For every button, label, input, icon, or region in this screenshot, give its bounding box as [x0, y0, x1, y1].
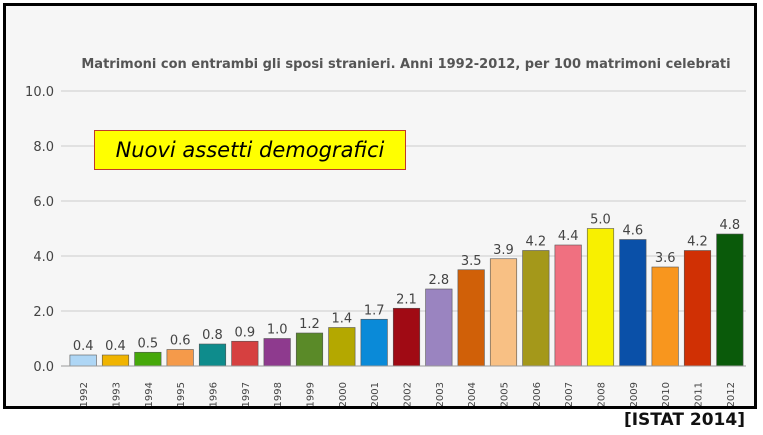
bar-chart: Matrimoni con entrambi gli sposi stranie… [25, 57, 746, 406]
bar-2005 [489, 258, 518, 367]
bar-2011 [683, 250, 712, 367]
x-tick-label: 2000 [338, 382, 349, 406]
x-tick-label: 2006 [532, 382, 543, 406]
y-tick-label: 8.0 [33, 140, 54, 155]
data-label: 0.8 [202, 328, 223, 343]
data-label: 5.0 [590, 213, 611, 228]
x-tick-label: 2012 [726, 382, 737, 406]
x-tick-label: 1995 [176, 382, 187, 406]
data-label: 2.8 [428, 273, 449, 288]
data-label: 1.7 [364, 303, 385, 318]
bar-1995 [166, 349, 194, 367]
bar-2006 [522, 250, 550, 367]
bar-1993 [101, 354, 130, 367]
data-label: 4.2 [525, 235, 546, 250]
bar-1997 [231, 340, 259, 367]
x-tick-label: 2003 [435, 382, 446, 406]
bar-2002 [392, 307, 421, 367]
bar-1992 [69, 354, 97, 367]
x-tick-label: 1994 [144, 382, 155, 406]
chart-title: Matrimoni con entrambi gli sposi stranie… [81, 57, 730, 72]
data-labels: 0.4 0.4 0.5 0.6 0.8 0.9 1.0 1.2 1.4 1.7 2.1 2.8 3.5 3… [73, 213, 740, 355]
data-label: 4.6 [622, 224, 643, 239]
x-tick-label: 1999 [306, 382, 317, 406]
bar-1996 [198, 343, 227, 367]
bar-1999 [295, 332, 324, 367]
y-tick-label: 4.0 [33, 250, 54, 265]
x-tick-label: 2010 [661, 382, 672, 406]
data-label: 0.4 [73, 339, 94, 354]
x-tick-label: 1993 [112, 382, 123, 406]
bar-1994 [134, 351, 162, 367]
x-tick-label: 1996 [209, 382, 220, 406]
x-axis: 1992 1993 1994 1995 1996 1997 1998 1999 2000 2001… [61, 365, 746, 406]
x-tick-label: 1997 [241, 382, 252, 406]
bar-2010 [651, 266, 679, 367]
x-tick-label: 1998 [273, 382, 284, 406]
x-tick-label: 2005 [500, 382, 511, 406]
data-label: 3.9 [493, 243, 514, 258]
data-label: 0.6 [170, 334, 191, 349]
bar-2009 [619, 239, 647, 367]
data-label: 3.5 [461, 254, 482, 269]
data-label: 1.2 [299, 317, 320, 332]
data-label: 4.4 [558, 229, 579, 244]
x-tick-label: 2008 [597, 382, 608, 406]
data-label: 3.6 [655, 251, 676, 266]
bar-2000 [328, 327, 356, 367]
data-label: 4.2 [687, 235, 708, 250]
data-label: 1.4 [331, 312, 352, 327]
x-tick-label: 2002 [403, 382, 414, 406]
x-tick-label: 2011 [694, 382, 705, 406]
bar-2007 [554, 244, 582, 367]
data-label: 4.8 [719, 218, 740, 233]
data-label: 0.4 [105, 339, 126, 354]
bar-2004 [457, 269, 485, 367]
bar-1998 [263, 338, 291, 367]
x-tick-label: 2001 [370, 382, 381, 406]
x-tick-label: 1992 [79, 382, 90, 406]
y-tick-label: 0.0 [33, 360, 54, 375]
data-label: 2.1 [396, 292, 417, 307]
data-label: 0.5 [137, 336, 158, 351]
x-tick-label: 2009 [629, 382, 640, 406]
bar-2008 [586, 228, 615, 367]
data-label: 1.0 [267, 323, 288, 338]
x-tick-label: 2007 [564, 382, 575, 406]
y-tick-label: 2.0 [33, 305, 54, 320]
bars [69, 228, 744, 367]
bar-2001 [360, 318, 388, 367]
bar-2003 [425, 288, 453, 367]
x-tick-label: 2004 [467, 382, 478, 406]
bar-2012 [716, 233, 744, 367]
source-note: [ISTAT 2014] [623, 410, 745, 430]
y-tick-label: 6.0 [33, 195, 54, 210]
y-axis: 0.0 2.0 4.0 6.0 8.0 10.0 [25, 85, 54, 375]
y-tick-label: 10.0 [25, 85, 54, 100]
annotation-banner: Nuovi assetti demografici [94, 130, 406, 170]
chart-frame: Matrimoni con entrambi gli sposi stranie… [3, 3, 757, 409]
data-label: 0.9 [234, 325, 255, 340]
